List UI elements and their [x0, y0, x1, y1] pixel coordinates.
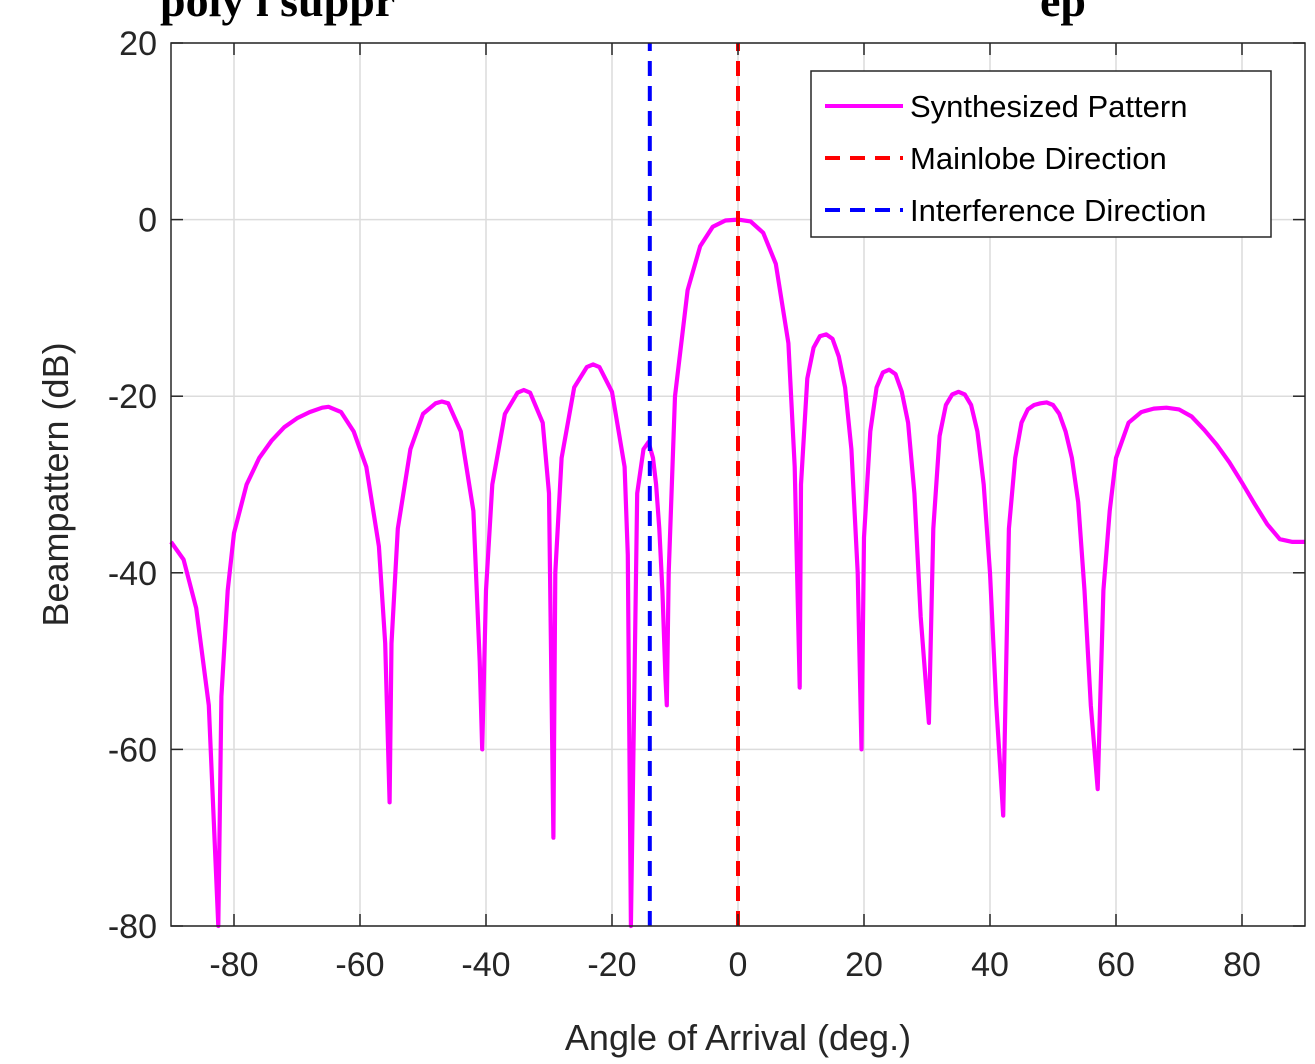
tick-labels: -80 -60 -40 -20 0 20 40 60 80 -80 -60 -40 -20 0 20 — [108, 25, 1261, 984]
series-line-0 — [169, 217, 1305, 929]
x-axis-label: Angle of Arrival (deg.) — [565, 1017, 911, 1058]
y-tick-label: -60 — [108, 731, 157, 769]
y-tick-label: -80 — [108, 908, 157, 946]
ticks — [171, 42, 1305, 927]
series-group — [169, 43, 1305, 929]
legend-label: Mainlobe Direction — [910, 141, 1167, 176]
y-tick-label: 0 — [138, 202, 157, 240]
legend-label: Interference Direction — [910, 193, 1206, 228]
x-tick-label: 40 — [971, 946, 1009, 984]
x-tick-label: 20 — [845, 946, 883, 984]
cropped-title-fragment-right: ep — [1040, 0, 1086, 26]
cropped-title-fragment-left: poly i suppr — [160, 0, 395, 26]
legend-label: Synthesized Pattern — [910, 89, 1187, 124]
x-tick-label: 60 — [1097, 946, 1135, 984]
y-tick-label: -40 — [108, 555, 157, 593]
x-tick-label: 80 — [1223, 946, 1261, 984]
x-tick-label: -60 — [335, 946, 384, 984]
y-tick-label: -20 — [108, 378, 157, 416]
x-tick-label: 0 — [729, 946, 748, 984]
y-axis-label: Beampattern (dB) — [35, 342, 76, 626]
x-tick-label: -40 — [461, 946, 510, 984]
legend: Synthesized Pattern Mainlobe Direction Int… — [810, 70, 1272, 238]
x-tick-label: -80 — [209, 946, 258, 984]
x-tick-label: -20 — [587, 946, 636, 984]
y-tick-label: 20 — [119, 25, 157, 63]
